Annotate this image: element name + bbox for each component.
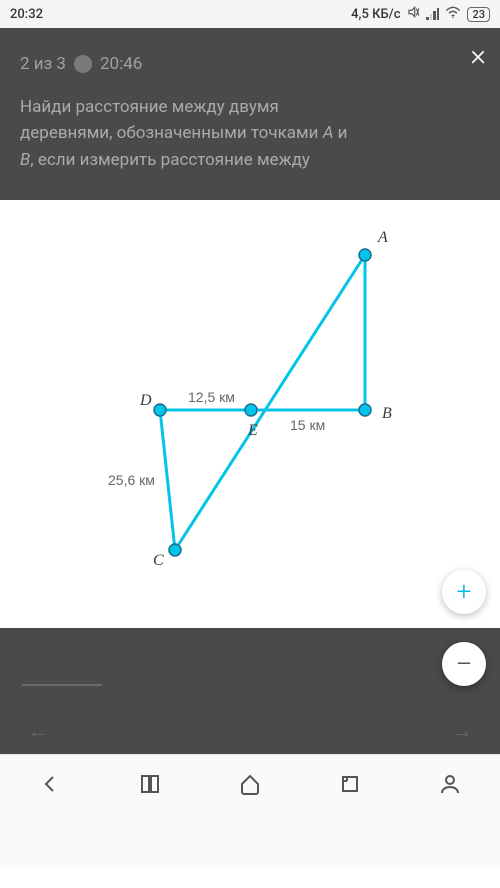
nav-arrows: ← → [0,719,500,744]
prev-arrow[interactable]: ← [28,719,48,744]
signal-icon [426,8,439,20]
bookmarks-icon[interactable] [138,772,162,800]
q-line2b: и [333,123,347,143]
svg-text:15 км: 15 км [290,417,325,433]
tabs-icon[interactable] [338,772,362,800]
status-time: 20:32 [10,7,43,22]
minus-icon: − [455,647,472,682]
var-b: B [20,150,30,170]
back-icon[interactable] [38,772,62,800]
clock-icon [74,55,92,73]
question-text: Найди расстояние между двумя деревнями, … [20,94,440,173]
browser-toolbar [0,754,500,816]
status-bar: 20:32 4,5 КБ/с 23 [0,0,500,28]
progress-row: 2 из 3 20:46 [20,54,480,74]
q-line3a: , если измерить расстояние между [30,150,310,170]
close-button[interactable]: × [470,38,486,73]
question-overlay-top: × 2 из 3 20:46 Найди расстояние между дв… [0,28,500,200]
plus-icon: + [457,577,472,607]
profile-icon[interactable] [438,772,462,800]
diagram-area[interactable]: A B D E C 12,5 км 15 км 25,6 км + [0,200,500,628]
battery-icon: 23 [467,7,490,22]
system-nav-bar [0,816,500,868]
question-overlay-bottom: − ← → [0,628,500,754]
q-line2a: деревнями, обозначенными точками [20,123,323,143]
svg-text:B: B [382,405,392,422]
svg-text:A: A [377,229,388,246]
zoom-out-button[interactable]: − [442,642,486,686]
svg-text:C: C [153,552,164,569]
status-right: 4,5 КБ/с 23 [351,5,490,23]
svg-text:D: D [139,392,152,409]
close-icon: × [470,38,486,73]
home-icon[interactable] [238,772,262,800]
var-a: A [323,123,334,143]
progress-count: 2 из 3 [20,54,66,74]
zoom-in-button[interactable]: + [442,570,486,614]
battery-level: 23 [472,8,485,21]
svg-text:12,5 км: 12,5 км [188,389,235,405]
svg-text:E: E [247,422,258,439]
status-speed: 4,5 КБ/с [351,7,400,22]
input-underline [22,684,102,686]
timer-text: 20:46 [100,54,142,74]
next-arrow[interactable]: → [452,719,472,744]
geometry-diagram: A B D E C 12,5 км 15 км 25,6 км [0,200,500,628]
wifi-icon [445,6,461,22]
q-line1: Найди расстояние между двумя [20,97,279,117]
mute-icon [406,5,420,23]
svg-text:25,6 км: 25,6 км [108,472,155,488]
